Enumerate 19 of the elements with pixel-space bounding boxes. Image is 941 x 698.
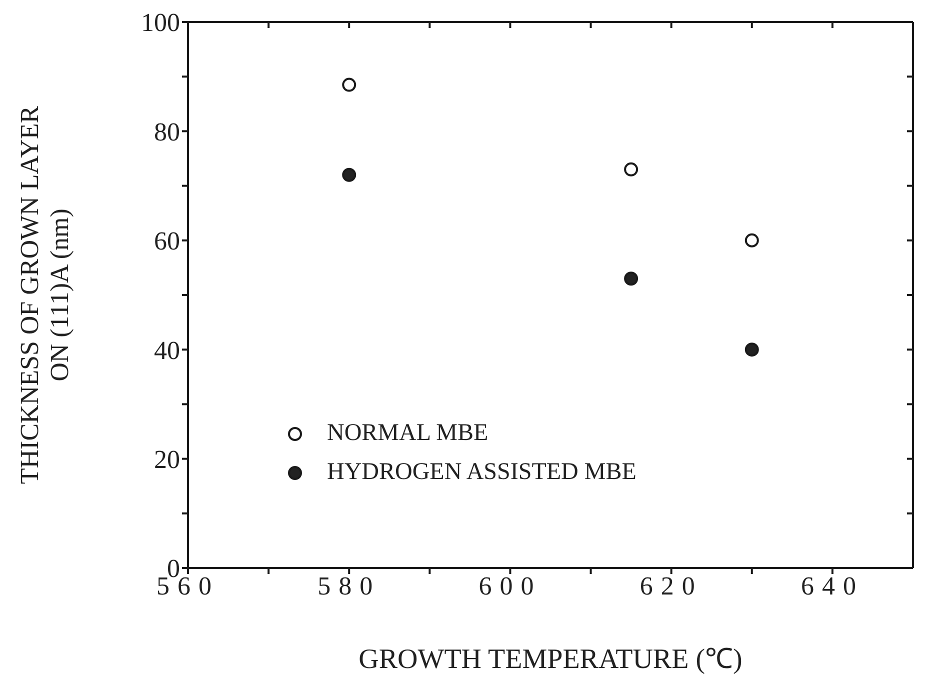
y-tick-label: 40 xyxy=(154,336,180,365)
y-tick-label: 20 xyxy=(154,445,180,474)
y-tick-label: 80 xyxy=(154,117,180,146)
x-tick-label: 620 xyxy=(640,571,703,600)
point xyxy=(744,233,759,248)
y-axis-title: THICKNESS OF GROWN LAYER ON (111)A (nm) xyxy=(15,105,74,484)
y-tick-label: 100 xyxy=(141,8,180,38)
point xyxy=(624,272,638,286)
x-tick-label: 640 xyxy=(800,571,864,600)
point xyxy=(744,342,759,357)
point xyxy=(342,78,356,92)
point xyxy=(342,168,356,182)
legend-label: NORMAL MBE xyxy=(327,420,488,447)
y-tick-label: 60 xyxy=(154,226,180,256)
legend-label: HYDROGEN ASSISTED MBE xyxy=(327,459,636,486)
point xyxy=(624,162,638,176)
x-tick-label: 600 xyxy=(478,571,542,600)
x-tick-label: 580 xyxy=(318,571,381,600)
x-axis-title: GROWTH TEMPERATURE (℃) xyxy=(358,644,742,675)
